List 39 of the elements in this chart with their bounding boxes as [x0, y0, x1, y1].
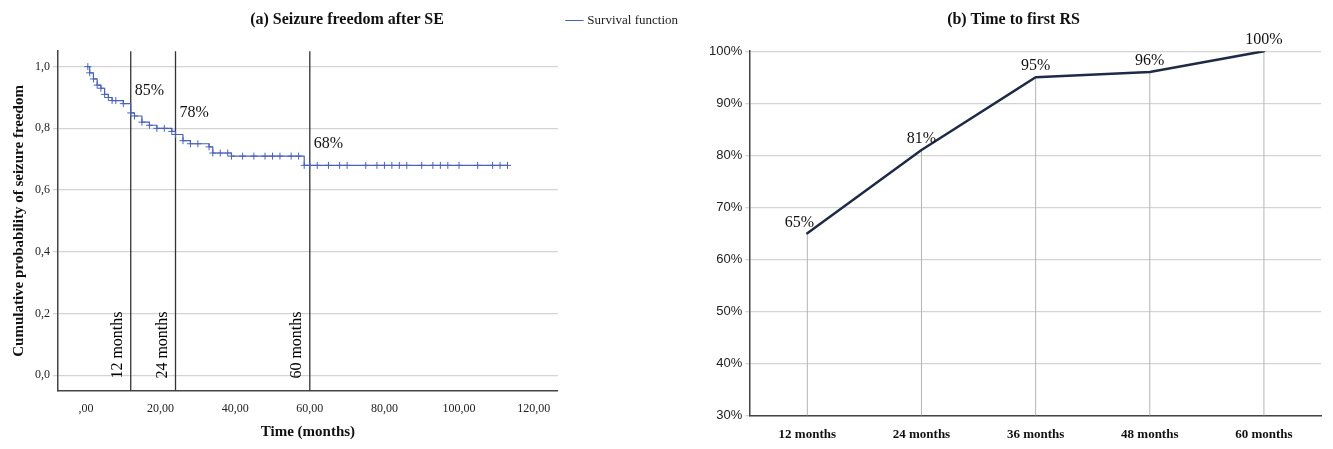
y-tick-label: 40% — [716, 354, 743, 370]
y-tick-label: 60% — [716, 250, 743, 266]
y-tick-label: 80% — [716, 146, 743, 162]
y-tick-label: 90% — [716, 94, 743, 110]
x-tick-label: ,00 — [78, 400, 94, 415]
data-label: 100% — [1245, 30, 1283, 48]
x-tick-label: 24 months — [892, 425, 951, 441]
annotation: 78% — [179, 102, 209, 120]
chart-title: (b) Time to first RS — [947, 9, 1080, 28]
x-tick-label: 100,00 — [442, 400, 476, 415]
x-tick-label: 12 months — [778, 425, 837, 441]
data-label: 81% — [906, 129, 937, 147]
y-tick-label: 0,8 — [35, 120, 50, 135]
y-tick-label: 70% — [716, 198, 743, 214]
x-tick-label: 60 months — [1235, 425, 1293, 441]
y-axis-title: Cumulative probability of seizure freedom — [9, 84, 26, 357]
y-tick-label: 0,6 — [35, 182, 50, 197]
x-tick-label: 20,00 — [147, 400, 175, 415]
y-tick-label: 0,0 — [35, 367, 50, 382]
y-tick-label: 1,0 — [35, 58, 50, 73]
x-tick-label: 60,00 — [296, 400, 324, 415]
annotation: 85% — [134, 81, 165, 99]
data-label: 96% — [1135, 51, 1165, 69]
y-tick-label: 50% — [716, 302, 743, 318]
data-label: 95% — [1020, 56, 1051, 74]
x-tick-label: 36 months — [1006, 425, 1065, 441]
x-tick-label: 40,00 — [221, 400, 249, 415]
x-tick-label: 80,00 — [370, 400, 398, 415]
y-tick-label: 0,4 — [35, 243, 50, 258]
x-tick-label: 120,00 — [517, 400, 551, 415]
annotation: 68% — [313, 133, 344, 151]
y-tick-label: 30% — [716, 406, 743, 422]
x-tick-label: 48 months — [1121, 425, 1179, 441]
legend-label: Survival function — [587, 11, 679, 27]
y-tick-label: 0,2 — [35, 305, 50, 320]
y-tick-label: 100% — [709, 42, 743, 58]
data-label: 65% — [784, 212, 814, 230]
chart-title: (a) Seizure freedom after SE — [250, 9, 444, 28]
x-axis-title: Time (months) — [260, 422, 356, 440]
